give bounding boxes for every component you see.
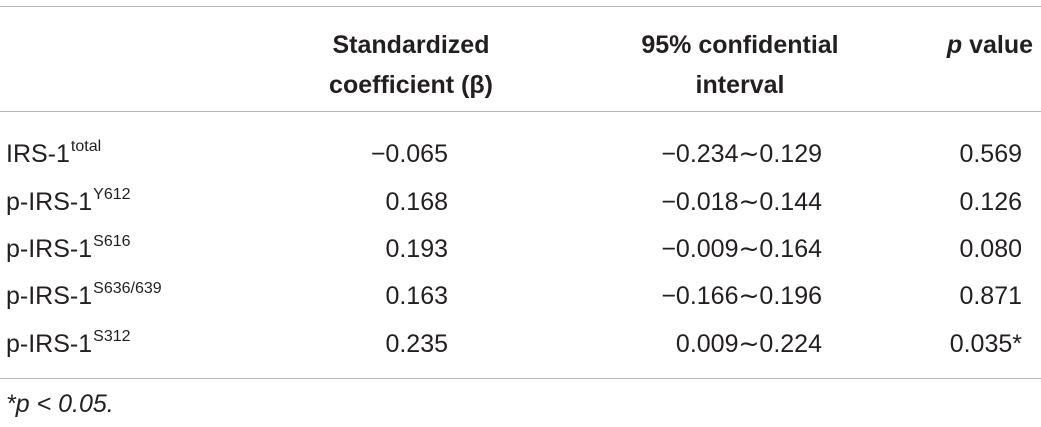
table-top-rule [0,6,1041,7]
header-p-rest: value [962,31,1033,59]
table-row: p-IRS-1S636/639 0.163 −0.166∼0.196 0.871 [0,272,1041,320]
header-ci-line2: interval [695,71,785,99]
row-label-superscript: S616 [93,233,131,250]
p-value-cell: 0.569 [959,140,1022,168]
ci-cell: 0.009∼0.224 [675,330,822,358]
p-value-cell: 0.126 [959,188,1022,216]
table-footnote: *p < 0.05. [6,390,114,418]
coef-cell: 0.235 [385,330,448,358]
ci-cell: −0.234∼0.129 [661,140,822,168]
table-row: p-IRS-1S312 0.235 0.009∼0.224 0.035* [0,320,1041,368]
table-row: p-IRS-1Y612 0.168 −0.018∼0.144 0.126 [0,178,1041,226]
p-value-cell: 0.035* [949,330,1022,358]
coef-cell: −0.065 [370,140,448,168]
header-p-italic: p [946,31,963,59]
header-p-value: p value [880,25,1033,65]
table-row: p-IRS-1S616 0.193 −0.009∼0.164 0.080 [0,225,1041,273]
row-label-superscript: Y612 [93,186,131,203]
header-ci-line1: 95% confidential [641,31,839,59]
header-coef-line2: coefficient (β) [329,71,493,99]
row-label: p-IRS-1Y612 [6,186,131,216]
table-bottom-rule [0,378,1041,379]
row-label-superscript: S312 [93,328,131,345]
coef-cell: 0.163 [385,282,448,310]
ci-cell: −0.018∼0.144 [661,188,822,216]
coef-cell: 0.168 [385,188,448,216]
p-value-cell: 0.080 [959,235,1022,263]
row-label-superscript: S636/639 [93,280,162,297]
p-value-cell: 0.871 [959,282,1022,310]
ci-cell: −0.009∼0.164 [661,235,822,263]
ci-cell: −0.166∼0.196 [661,282,822,310]
header-bottom-rule [0,111,1041,112]
row-label-superscript: total [70,138,102,155]
header-coef-line1: Standardized [332,31,490,59]
row-label: IRS-1total [6,138,102,168]
header-confidential-interval: 95% confidential interval [590,25,890,105]
row-label: p-IRS-1S312 [6,328,131,358]
row-label: p-IRS-1S616 [6,233,131,263]
row-label: p-IRS-1S636/639 [6,280,162,310]
coef-cell: 0.193 [385,235,448,263]
table-row: IRS-1total −0.065 −0.234∼0.129 0.569 [0,130,1041,178]
header-standardized-coefficient: Standardized coefficient (β) [296,25,526,105]
